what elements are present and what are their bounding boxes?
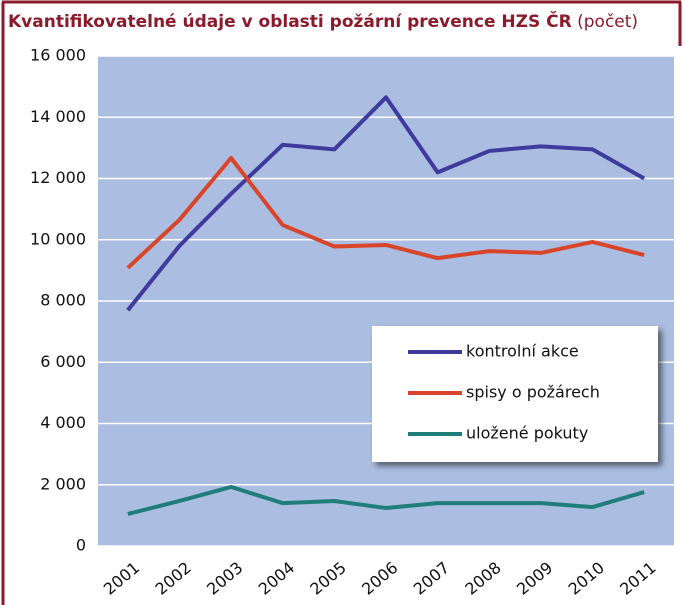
y-tick-label: 14 000 (30, 107, 86, 126)
y-tick-label: 0 (76, 536, 86, 555)
legend: kontrolní akce spisy o požárech uložené po… (372, 326, 658, 462)
x-tick-label: 2009 (513, 558, 556, 599)
legend-label: spisy o požárech (466, 383, 600, 402)
x-tick-label: 2004 (255, 558, 298, 599)
chart-title: Kvantifikovatelné údaje v oblasti požárn… (8, 10, 638, 32)
title: Kvantifikovatelné údaje v oblasti požárn… (8, 10, 572, 32)
series-line (126, 155, 645, 270)
y-tick-label: 16 000 (30, 46, 86, 65)
unit: (počet) (577, 12, 638, 32)
y-tick-label: 6 000 (40, 352, 86, 371)
x-tick-label: 2008 (461, 558, 504, 599)
x-tick-label: 2002 (152, 558, 195, 599)
x-tick-label: 2006 (358, 558, 401, 599)
legend-label: uložené pokuty (466, 424, 588, 443)
series-line (127, 484, 645, 516)
plot: 0 2 000 4 000 6 000 8 000 10 000 12 000 14 000 1… (30, 46, 674, 599)
y-tick-label: 4 000 (40, 413, 86, 432)
x-tick-label: 2005 (306, 558, 349, 599)
y-tick-label: 12 000 (30, 168, 86, 187)
series-line (126, 95, 646, 312)
x-tick-label: 2007 (410, 558, 453, 599)
x-tick-label: 2011 (616, 558, 659, 599)
x-tick-label: 2010 (565, 558, 608, 599)
legend-label: kontrolní akce (466, 342, 579, 361)
y-tick-label: 8 000 (40, 291, 86, 310)
x-tick-label: 2003 (203, 558, 246, 599)
x-tick-label: 2001 (100, 558, 143, 599)
y-tick-label: 10 000 (30, 229, 86, 248)
y-tick-label: 2 000 (40, 474, 86, 493)
